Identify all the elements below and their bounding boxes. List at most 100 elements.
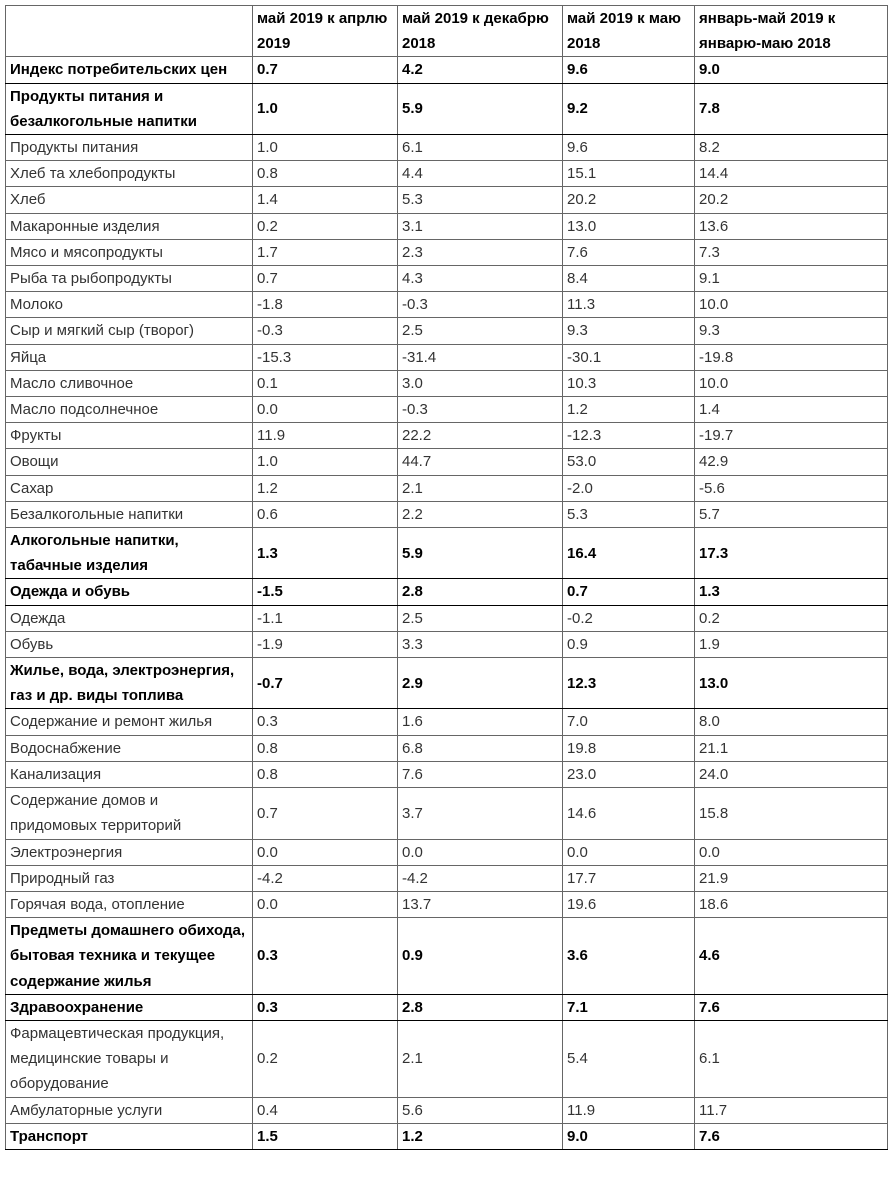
may-vs-april-cell: 0.1 [252, 369, 398, 398]
jan-may-vs-jan-may-cell: 5.7 [694, 500, 888, 529]
table-row: Безалкогольные напитки 0.6 2.2 5.3 5.7 [5, 500, 888, 529]
table-row: Содержание и ремонт жилья 0.3 1.6 7.0 8.0 [5, 708, 888, 736]
table-row: Овощи 1.0 44.7 53.0 42.9 [5, 448, 888, 476]
may-vs-may-cell: 19.6 [562, 890, 695, 919]
may-vs-april-cell: 0.6 [252, 500, 398, 529]
may-vs-april-cell: 1.7 [252, 238, 398, 267]
may-vs-december-cell: -0.3 [397, 291, 563, 319]
table-row: Хлеб та хлебопродукты 0.8 4.4 15.1 14.4 [5, 160, 888, 188]
category-cell: Молоко [5, 291, 253, 319]
may-vs-may-cell: 3.6 [562, 917, 695, 995]
table-row-group: Транспорт 1.5 1.2 9.0 7.6 [5, 1122, 888, 1150]
may-vs-december-cell: 6.1 [397, 134, 563, 162]
may-vs-december-cell: 3.7 [397, 787, 563, 840]
may-vs-april-cell: 0.2 [252, 212, 398, 240]
may-vs-april-cell: 1.0 [252, 448, 398, 476]
table-row: Молоко -1.8 -0.3 11.3 10.0 [5, 291, 888, 319]
jan-may-vs-jan-may-cell: 9.3 [694, 317, 888, 345]
may-vs-may-cell: 11.3 [562, 291, 695, 319]
jan-may-vs-jan-may-cell: 21.9 [694, 864, 888, 892]
may-vs-april-cell: -15.3 [252, 343, 398, 371]
category-cell: Масло сливочное [5, 369, 253, 398]
may-vs-may-cell: 0.9 [562, 630, 695, 659]
may-vs-december-cell: 2.5 [397, 604, 563, 632]
may-vs-december-cell: 3.1 [397, 212, 563, 240]
may-vs-december-cell: 3.3 [397, 630, 563, 659]
category-cell: Хлеб та хлебопродукты [5, 160, 253, 188]
may-vs-may-cell: 0.0 [562, 838, 695, 866]
may-vs-may-cell: 8.4 [562, 265, 695, 293]
category-cell: Фармацевтическая продукция, медицинские … [5, 1019, 253, 1098]
jan-may-vs-jan-may-cell: 1.4 [694, 396, 888, 424]
may-vs-december-cell: 5.9 [397, 527, 563, 580]
may-vs-april-cell: -4.2 [252, 864, 398, 892]
may-vs-april-cell: 0.7 [252, 787, 398, 840]
table-row: Содержание домов и придомовых территорий… [5, 787, 888, 840]
may-vs-december-cell: 4.3 [397, 265, 563, 293]
category-cell: Одежда [5, 604, 253, 632]
jan-may-vs-jan-may-cell: -5.6 [694, 474, 888, 502]
jan-may-vs-jan-may-cell: 13.6 [694, 212, 888, 240]
table-body: Индекс потребительских цен 0.7 4.2 9.6 9.0 Пр… [5, 56, 888, 1150]
may-vs-december-cell: 3.0 [397, 369, 563, 398]
may-vs-december-cell: 4.4 [397, 160, 563, 188]
may-vs-april-cell: 1.0 [252, 134, 398, 162]
may-vs-may-cell: 14.6 [562, 787, 695, 840]
may-vs-may-cell: 9.2 [562, 82, 695, 136]
table-row: Сахар 1.2 2.1 -2.0 -5.6 [5, 474, 888, 502]
table-row: Масло подсолнечное 0.0 -0.3 1.2 1.4 [5, 396, 888, 424]
table-row: Продукты питания 1.0 6.1 9.6 8.2 [5, 134, 888, 162]
may-vs-december-cell: 2.9 [397, 657, 563, 710]
may-vs-april-cell: 0.0 [252, 838, 398, 866]
category-cell: Природный газ [5, 864, 253, 892]
jan-may-vs-jan-may-cell: 7.6 [694, 1122, 888, 1150]
category-cell: Сахар [5, 474, 253, 502]
category-cell: Продукты питания и безалкогольные напитк… [5, 82, 253, 136]
may-vs-april-cell: -0.3 [252, 317, 398, 345]
category-cell: Электроэнергия [5, 838, 253, 866]
may-vs-april-cell: 11.9 [252, 422, 398, 450]
table-row-group: Индекс потребительских цен 0.7 4.2 9.6 9.0 [5, 56, 888, 84]
may-vs-april-cell: -0.7 [252, 657, 398, 710]
table-row-group: Алкогольные напитки, табачные изделия 1.3… [5, 527, 888, 580]
table-row: Фрукты 11.9 22.2 -12.3 -19.7 [5, 422, 888, 450]
table-row: Фармацевтическая продукция, медицинские … [5, 1019, 888, 1098]
may-vs-april-cell: 1.5 [252, 1122, 398, 1150]
jan-may-vs-jan-may-cell: 1.3 [694, 578, 888, 606]
may-vs-may-cell: 7.0 [562, 708, 695, 736]
table-row: Мясо и мясопродукты 1.7 2.3 7.6 7.3 [5, 238, 888, 267]
jan-may-vs-jan-may-cell: 21.1 [694, 734, 888, 762]
jan-may-vs-jan-may-cell: 24.0 [694, 760, 888, 789]
table-row: Электроэнергия 0.0 0.0 0.0 0.0 [5, 838, 888, 866]
jan-may-vs-jan-may-cell: 14.4 [694, 160, 888, 188]
may-vs-april-cell: -1.8 [252, 291, 398, 319]
may-vs-december-cell: -0.3 [397, 396, 563, 424]
jan-may-vs-jan-may-cell: -19.7 [694, 422, 888, 450]
category-cell: Индекс потребительских цен [5, 56, 253, 84]
jan-may-vs-jan-may-cell: 10.0 [694, 291, 888, 319]
may-vs-april-cell: 1.2 [252, 474, 398, 502]
may-vs-april-cell: 0.2 [252, 1019, 398, 1098]
category-cell: Продукты питания [5, 134, 253, 162]
jan-may-vs-jan-may-cell: 0.2 [694, 604, 888, 632]
header-cell-may-vs-december: май 2019 к декабрю 2018 [397, 4, 563, 58]
jan-may-vs-jan-may-cell: 0.0 [694, 838, 888, 866]
may-vs-december-cell: 0.9 [397, 917, 563, 995]
table-row-group: Здравоохранение 0.3 2.8 7.1 7.6 [5, 993, 888, 1021]
may-vs-may-cell: 11.9 [562, 1096, 695, 1124]
jan-may-vs-jan-may-cell: 7.3 [694, 238, 888, 267]
category-cell: Рыба та рыбопродукты [5, 265, 253, 293]
may-vs-may-cell: 17.7 [562, 864, 695, 892]
table-row: Природный газ -4.2 -4.2 17.7 21.9 [5, 864, 888, 892]
may-vs-december-cell: 1.6 [397, 708, 563, 736]
may-vs-december-cell: -31.4 [397, 343, 563, 371]
jan-may-vs-jan-may-cell: 8.0 [694, 708, 888, 736]
may-vs-may-cell: 0.7 [562, 578, 695, 606]
table-row: Одежда -1.1 2.5 -0.2 0.2 [5, 604, 888, 632]
may-vs-december-cell: 2.8 [397, 993, 563, 1021]
header-cell-may-vs-may: май 2019 к маю 2018 [562, 4, 695, 58]
table-row: Макаронные изделия 0.2 3.1 13.0 13.6 [5, 212, 888, 240]
may-vs-april-cell: 0.8 [252, 760, 398, 789]
may-vs-december-cell: 0.0 [397, 838, 563, 866]
may-vs-december-cell: 5.3 [397, 186, 563, 214]
